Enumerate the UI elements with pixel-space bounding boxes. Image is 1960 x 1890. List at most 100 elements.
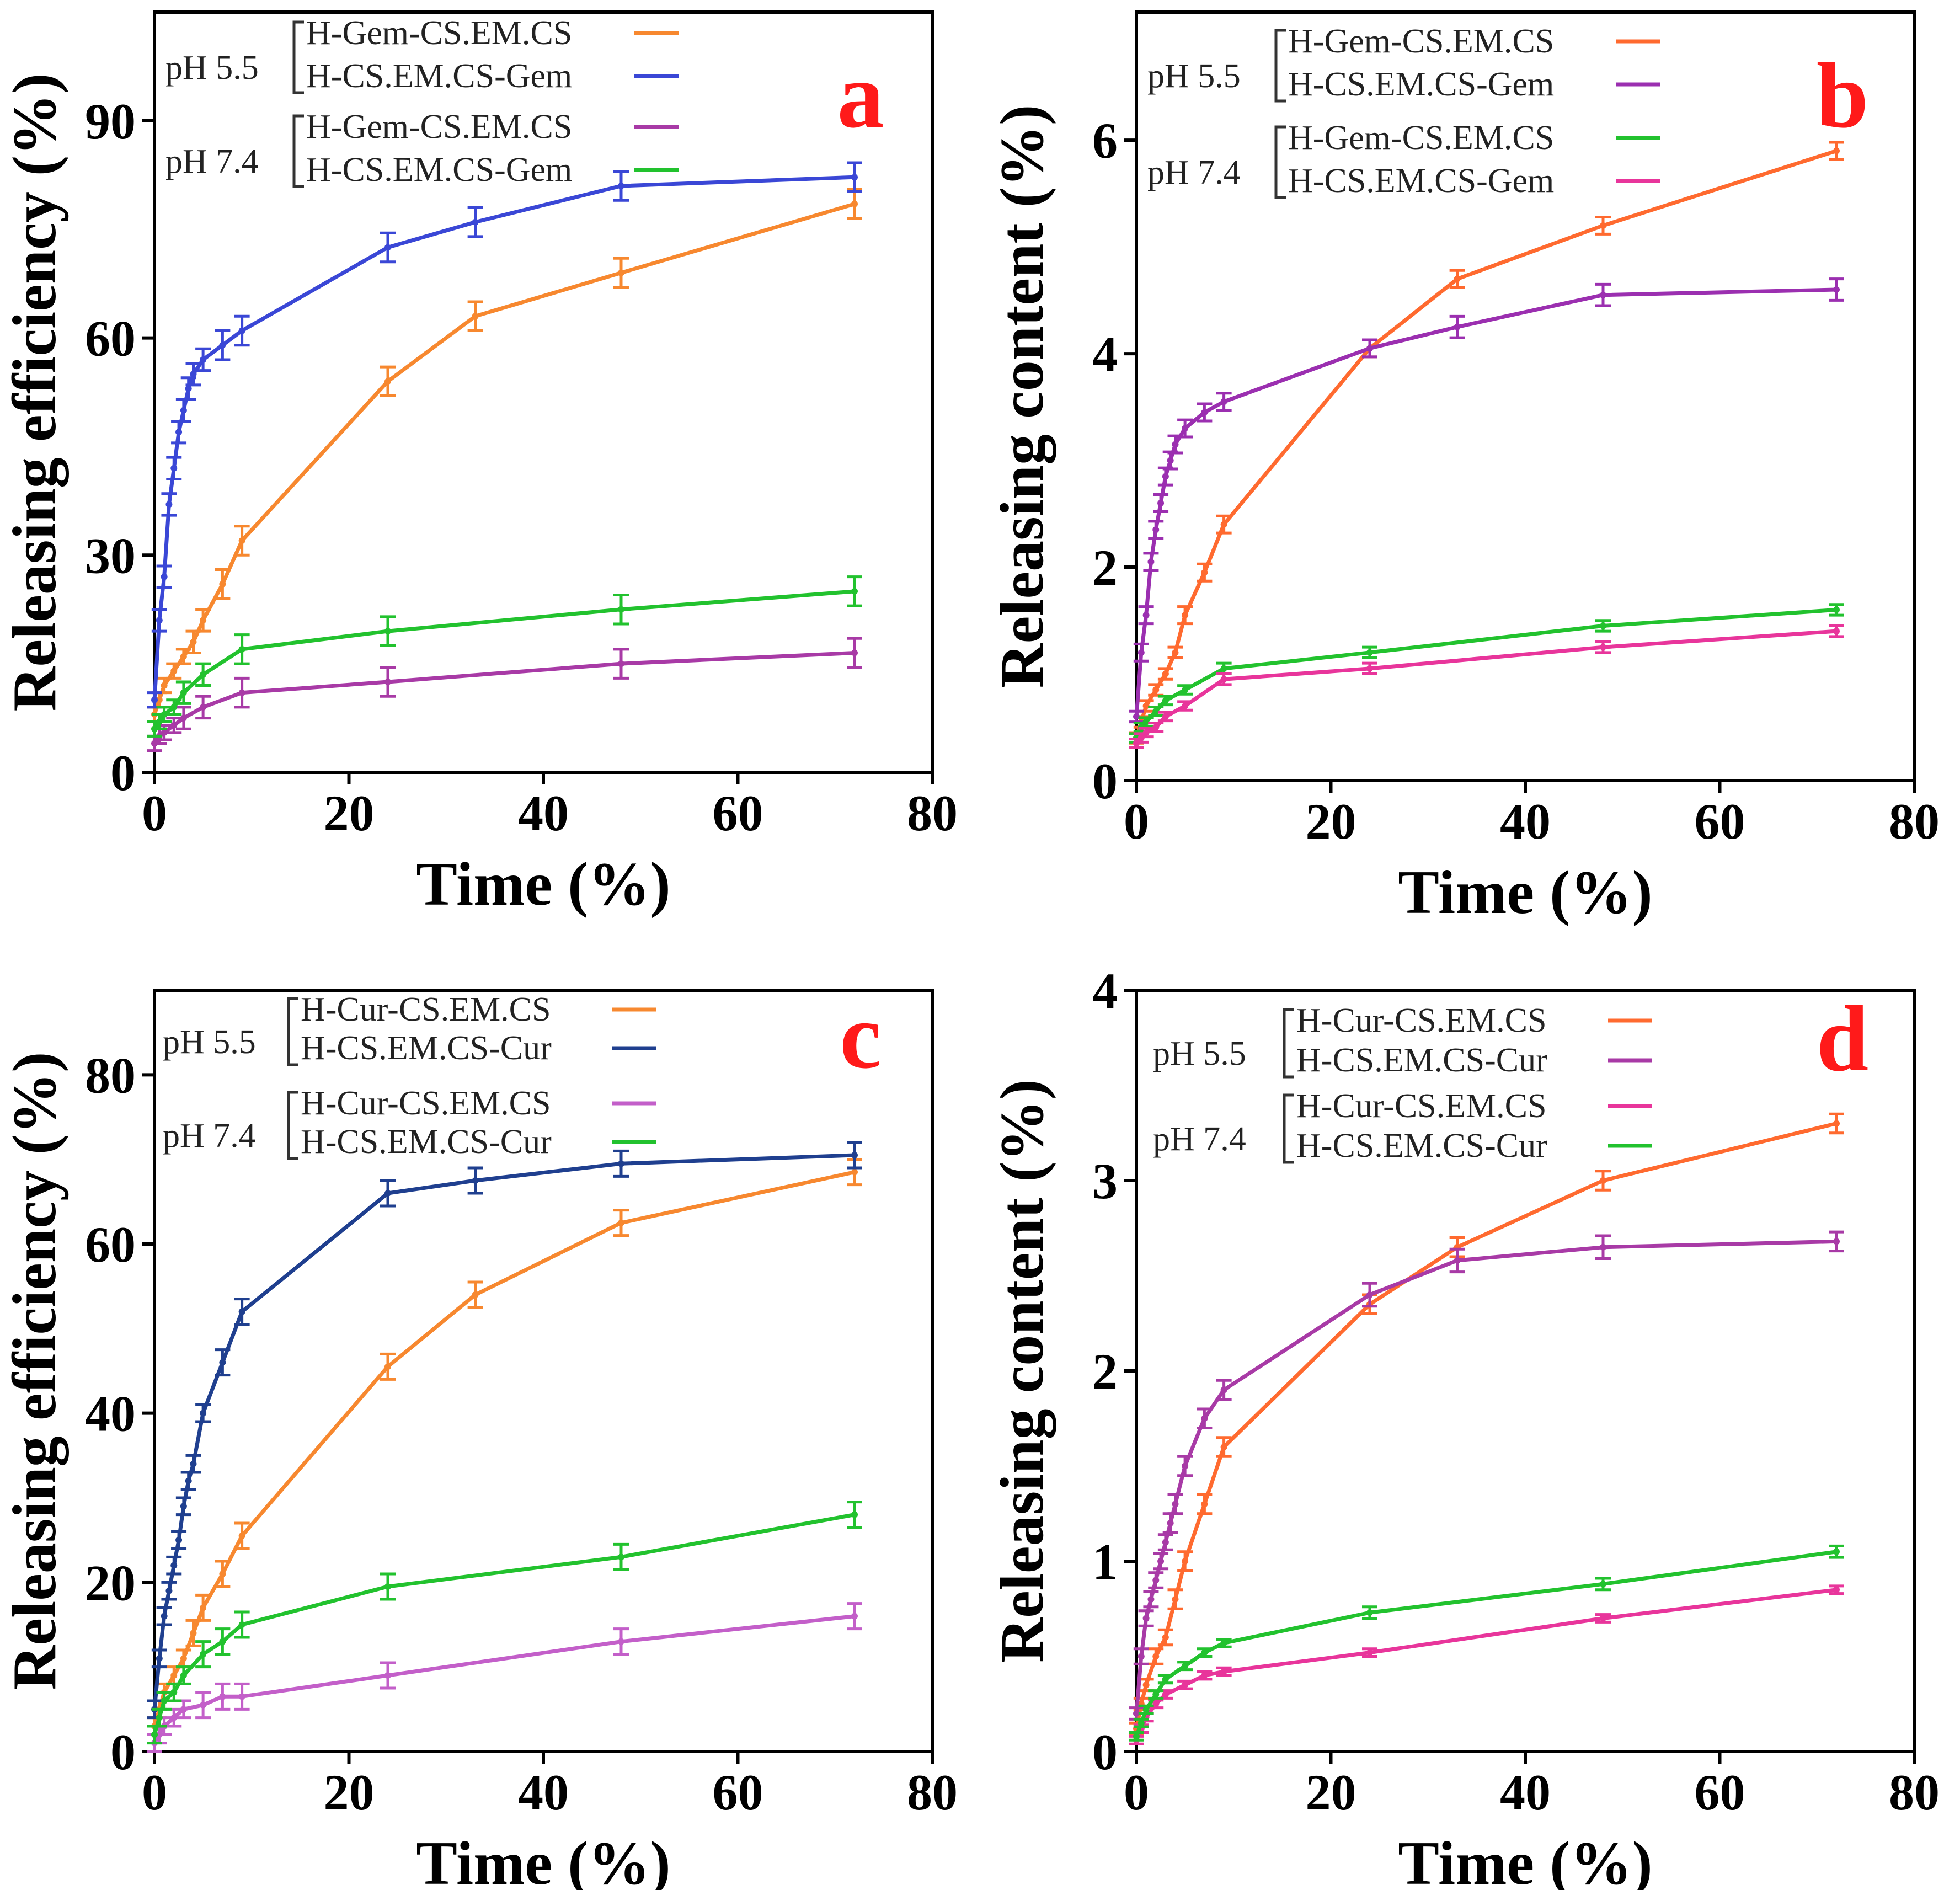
data-point [1182, 1462, 1189, 1470]
data-point [190, 371, 197, 378]
data-point [180, 689, 187, 696]
data-point [1152, 1577, 1160, 1584]
data-point [1600, 644, 1606, 651]
data-point [170, 668, 178, 675]
data-point [170, 1689, 178, 1696]
series-line [152, 589, 857, 731]
panel-letter: d [1817, 987, 1869, 1091]
series-line [152, 651, 857, 745]
series-line [152, 202, 857, 717]
series-line [152, 175, 857, 702]
x-axis-title: Time (%) [416, 1829, 670, 1890]
legend-entry-label: H-Gem-CS.EM.CS [1288, 23, 1554, 60]
y-tick-label: 40 [85, 1386, 136, 1442]
data-point [238, 645, 245, 653]
x-tick-label: 20 [1306, 793, 1356, 850]
x-tick-label: 40 [518, 1764, 569, 1820]
y-tick-label: 0 [1092, 1724, 1118, 1780]
x-tick-label: 20 [1306, 1764, 1356, 1820]
series-c-3 [147, 1501, 862, 1745]
data-point [180, 1706, 187, 1713]
series-line [1134, 1239, 1839, 1716]
y-tick-label: 4 [1092, 963, 1118, 1019]
data-point [1833, 1548, 1840, 1555]
data-point [1182, 686, 1189, 693]
legend-group-label: pH 7.4 [165, 143, 259, 180]
series-line [1134, 607, 1839, 740]
x-tick-label: 20 [324, 785, 375, 841]
x-tick-label: 80 [1889, 1764, 1940, 1820]
data-point [1182, 1662, 1189, 1669]
data-point [180, 714, 187, 722]
x-tick-label: 80 [1889, 793, 1940, 850]
legend-group-label: pH 7.4 [163, 1117, 256, 1155]
series-line [152, 1513, 857, 1737]
panel-b: 0 20 40 60 80 0 2 4 6 Time (%) Releasing content (… [988, 10, 1940, 927]
data-point [1133, 1733, 1140, 1740]
legend-entry-label: H-CS.EM.CS-Gem [1288, 162, 1554, 200]
legend-entry-label: H-CS.EM.CS-Cur [301, 1123, 552, 1161]
data-point [200, 617, 207, 624]
series-line [1134, 1588, 1839, 1742]
data-point [156, 617, 163, 624]
legend-entry-label: H-Cur-CS.EM.CS [1296, 1087, 1547, 1125]
panel-c: 0 20 40 60 80 0 20 40 60 80 Time (%) Releasing effi… [1, 984, 958, 1890]
series-a-3 [147, 575, 862, 738]
data-point [1220, 1668, 1227, 1675]
data-point [1600, 1243, 1606, 1251]
data-point [161, 573, 168, 580]
y-tick-label: 6 [1092, 113, 1118, 169]
series-d-0 [1129, 1112, 1844, 1736]
data-point [1142, 718, 1150, 725]
data-point [219, 1638, 226, 1645]
data-point [851, 588, 858, 595]
data-point [1220, 665, 1227, 672]
data-point [1833, 1238, 1840, 1245]
data-point [170, 703, 178, 711]
data-point [156, 696, 163, 703]
data-point [1162, 1634, 1169, 1641]
data-point [175, 1536, 183, 1544]
data-point [185, 1477, 192, 1485]
data-point [1172, 441, 1179, 448]
data-point [1152, 1653, 1160, 1660]
legend-entry-label: H-Cur-CS.EM.CS [301, 1085, 551, 1122]
data-point [190, 1460, 197, 1467]
data-point [238, 537, 245, 544]
data-point [618, 660, 624, 668]
data-point [238, 1693, 245, 1700]
data-point [384, 628, 391, 635]
data-point [1162, 1675, 1169, 1683]
data-point [1157, 1558, 1165, 1565]
data-point [1182, 612, 1189, 619]
data-point [1201, 1649, 1208, 1656]
data-point [1147, 558, 1155, 565]
x-axis-title: Time (%) [1398, 1829, 1652, 1890]
data-point [1833, 606, 1840, 613]
data-point [161, 729, 168, 736]
data-point [1220, 521, 1227, 528]
data-point [1201, 1501, 1208, 1508]
series-a-2 [147, 637, 862, 752]
data-point [161, 711, 168, 718]
data-point [1366, 1291, 1373, 1298]
data-point [1172, 1596, 1179, 1603]
y-tick-label: 2 [1092, 1343, 1118, 1400]
legend-entry-label: H-CS.EM.CS-Cur [1296, 1042, 1547, 1079]
y-axis-title: Releasing content (%) [988, 105, 1056, 688]
data-point [170, 1562, 178, 1569]
series-d-2 [1129, 1584, 1844, 1745]
x-tick-label: 40 [518, 785, 569, 841]
data-point [238, 689, 245, 696]
data-point [1600, 1177, 1606, 1184]
x-tick-label: 0 [142, 785, 167, 841]
data-point [472, 313, 479, 320]
legend-entry-label: H-CS.EM.CS-Gem [1288, 66, 1554, 103]
series-d-3 [1129, 1544, 1844, 1742]
data-point [180, 1672, 187, 1679]
data-point [384, 1190, 391, 1197]
data-point [1201, 409, 1208, 416]
series-b-2 [1129, 603, 1844, 744]
data-point [170, 722, 178, 729]
